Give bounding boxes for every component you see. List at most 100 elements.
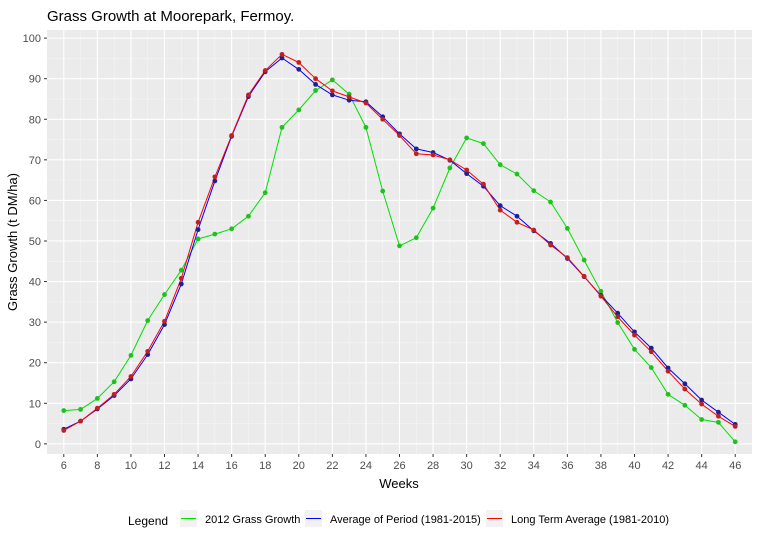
series-1-point [397, 243, 402, 249]
grid-major [47, 30, 752, 454]
series-1-point [78, 406, 83, 412]
series-3-point [229, 133, 235, 138]
y-axis-label: Grass Growth (t DM/ha) [5, 173, 20, 311]
series-1-point [615, 320, 621, 325]
series-3-point [632, 332, 637, 338]
series-3-point [313, 76, 318, 82]
legend: Legend 2012 Grass Growth Average of Perio… [128, 510, 669, 528]
series-1-point [548, 199, 553, 205]
series-2-point [296, 66, 302, 72]
series-3-point [128, 374, 134, 379]
series-1-point [648, 365, 654, 370]
series-1-point [162, 292, 167, 297]
series-3-point [195, 219, 201, 225]
series-3-point [430, 152, 436, 158]
series-3-point [94, 405, 100, 411]
x-tick-label: 44 [696, 460, 708, 472]
x-tick-label: 30 [461, 460, 473, 472]
series-3-point [329, 88, 335, 94]
series-2-point [699, 397, 705, 403]
y-tick-label: 70 [29, 155, 41, 167]
series-3-point [581, 273, 587, 279]
series-3-point [78, 418, 83, 424]
series-1-point [682, 402, 688, 408]
series-1-point [128, 353, 134, 358]
series-2-point [464, 171, 470, 177]
x-tick-label: 20 [293, 460, 305, 472]
series-3-point [413, 151, 419, 157]
x-tick-label: 40 [628, 460, 640, 472]
x-tick-label: 46 [729, 460, 741, 472]
series-1-point [313, 88, 318, 93]
chart-title: Grass Growth at Moorepark, Fermoy. [47, 8, 294, 25]
series-1-point [195, 236, 201, 242]
series-1-point [296, 107, 302, 113]
series-3-point [682, 386, 688, 392]
series-1-point [145, 318, 151, 323]
x-tick-label: 34 [528, 460, 540, 472]
x-tick-label: 6 [61, 460, 67, 472]
series-3-point [615, 314, 621, 320]
series-1-point [732, 439, 738, 445]
series-1-point [716, 419, 721, 425]
series-1-point [380, 188, 386, 194]
series-3-point [246, 92, 251, 98]
x-tick-label: 42 [662, 460, 674, 472]
series-3-point [699, 401, 705, 407]
y-tick-label: 30 [29, 317, 41, 329]
series-3-point [732, 424, 738, 429]
x-tick-label: 16 [226, 460, 238, 472]
series-3-point [447, 157, 453, 163]
series-2-point [212, 178, 218, 184]
series-2-point [413, 146, 419, 152]
x-tick-label: 36 [561, 460, 573, 472]
series-1-point [564, 226, 570, 231]
series-3-point [548, 242, 553, 248]
y-tick-label: 20 [29, 358, 41, 370]
legend-label-1: 2012 Grass Growth [205, 514, 300, 526]
y-tick-label: 100 [23, 33, 41, 45]
y-tick-label: 90 [29, 74, 41, 86]
series-2-point [615, 310, 621, 316]
series-2-point [279, 55, 285, 61]
x-tick-label: 12 [158, 460, 170, 472]
series-1-point [212, 231, 218, 237]
series-2-point [195, 227, 201, 233]
y-tick-label: 0 [35, 439, 41, 451]
series-3-point [665, 368, 671, 374]
x-tick-label: 38 [595, 460, 607, 472]
series-3-point [162, 318, 167, 324]
y-tick-label: 60 [29, 195, 41, 207]
series-1-point [514, 171, 520, 177]
series-1-point [329, 77, 335, 83]
series-3-point [346, 94, 352, 100]
series-1-point [363, 124, 369, 130]
series-2-point [313, 81, 318, 87]
x-tick-label: 10 [125, 460, 137, 472]
y-tick-label: 10 [29, 398, 41, 410]
series-1-point [413, 235, 419, 241]
x-tick-label: 22 [326, 460, 338, 472]
series-2-point [648, 345, 654, 351]
series-1-point [246, 213, 251, 219]
series-2-point [682, 381, 688, 387]
series-3-point [262, 68, 268, 73]
series-3-point [716, 413, 721, 419]
y-tick-label: 50 [29, 236, 41, 248]
series-2-point [716, 409, 721, 415]
series-3-point [531, 227, 537, 233]
series-1-point [481, 141, 486, 147]
series-3-point [61, 428, 67, 433]
x-tick-label: 18 [259, 460, 271, 472]
series-1-point [61, 408, 67, 413]
series-1-point [464, 135, 470, 141]
series-3-point [648, 349, 654, 355]
series-1-point [111, 379, 117, 385]
series-3-point [497, 207, 503, 213]
series-1-point [178, 267, 184, 273]
series-3-point [212, 174, 218, 180]
x-tick-label: 8 [94, 460, 100, 472]
series-3-point [145, 348, 151, 354]
